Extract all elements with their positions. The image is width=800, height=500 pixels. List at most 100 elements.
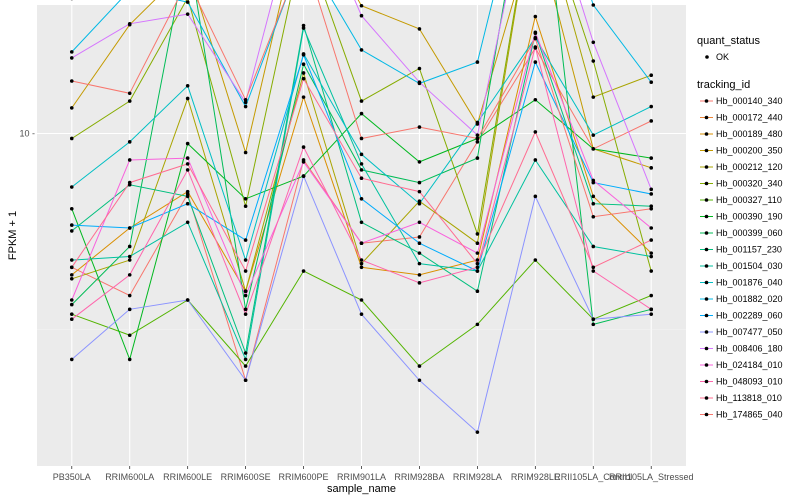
data-point-hb-000189-480: [417, 273, 422, 277]
data-point-hb-174865-040: [243, 97, 248, 102]
grid: [37, 5, 686, 466]
data-point-hb-001876-040: [69, 185, 74, 189]
data-point-hb-024184-010: [591, 178, 596, 183]
data-point-hb-000390-190: [359, 111, 364, 116]
data-point-hb-000327-110: [649, 293, 654, 298]
data-point-hb-000320-340: [417, 66, 422, 71]
data-point-hb-001882-020: [243, 104, 248, 109]
legend-point-hb-113818-010: [704, 396, 709, 400]
data-point-hb-000212-120: [649, 73, 654, 78]
x-axis: PB350LA RRIM600LA RRIM600LE RRIM600SE RRIM60…: [53, 466, 694, 482]
data-point-hb-174865-040: [649, 206, 654, 211]
data-point-hb-001876-040: [127, 140, 132, 144]
data-point-hb-000390-190: [185, 141, 190, 146]
data-point-hb-007477-050: [127, 307, 132, 312]
data-point-hb-001157-230: [649, 204, 654, 209]
data-point-hb-000320-340: [69, 136, 74, 141]
data-point-hb-048093-010: [69, 317, 74, 321]
data-point-hb-001504-030: [591, 244, 596, 249]
data-point-hb-048093-010: [533, 45, 538, 49]
legend-point-hb-001876-040: [704, 280, 709, 285]
data-point-hb-008406-180: [127, 22, 132, 26]
legend-point-hb-000320-340: [704, 181, 709, 186]
legend-label-hb-001882-020: Hb_001882_020: [716, 294, 783, 304]
data-point-hb-000320-340: [649, 269, 654, 273]
data-point-hb-113818-010: [301, 76, 306, 81]
data-point-hb-024184-010: [69, 298, 74, 302]
data-point-hb-000399-060: [359, 168, 364, 172]
data-point-hb-113818-010: [475, 261, 480, 266]
data-point-hb-000212-120: [475, 241, 480, 246]
legend-label-hb-000327-110: Hb_000327_110: [716, 195, 782, 205]
y-axis-title: FPKM + 1: [7, 211, 19, 260]
data-point-hb-001504-030: [185, 220, 190, 225]
data-point-hb-000327-110: [533, 258, 538, 262]
data-point-hb-001157-230: [243, 351, 248, 355]
data-point-hb-000189-480: [649, 251, 654, 255]
legend-label-hb-000399-060: Hb_000399_060: [716, 228, 783, 238]
legend-label-hb-174865-040: Hb_174865_040: [716, 410, 783, 420]
data-point-hb-000320-340: [475, 232, 480, 236]
data-point-hb-001876-040: [417, 201, 422, 206]
legend-label-hb-002289-060: Hb_002289_060: [716, 311, 783, 321]
data-point-hb-113818-010: [591, 265, 596, 270]
legend-title-quant-status: quant_status: [697, 35, 760, 47]
data-point-hb-000212-120: [185, 96, 190, 101]
data-point-hb-000212-120: [417, 199, 422, 204]
x-tick-label: RRII105LA_Control: [554, 472, 632, 482]
data-point-hb-048093-010: [359, 258, 364, 262]
data-point-hb-001157-230: [591, 201, 596, 206]
legend-point-hb-001882-020: [704, 297, 709, 301]
data-point-hb-000189-480: [69, 273, 74, 277]
data-point-hb-113818-010: [127, 180, 132, 185]
data-point-hb-000390-190: [417, 160, 422, 164]
data-point-hb-000399-060: [417, 180, 422, 185]
data-point-hb-000140-340: [649, 119, 654, 123]
data-point-hb-174865-040: [127, 91, 132, 96]
legend-point-hb-008406-180: [704, 346, 709, 351]
legend-label-hb-001504-030: Hb_001504_030: [716, 261, 783, 271]
data-point-hb-007477-050: [591, 317, 596, 321]
data-point-hb-000212-120: [591, 95, 596, 99]
data-point-hb-008406-180: [359, 13, 364, 18]
data-point-hb-000390-190: [533, 97, 538, 102]
data-point-hb-000189-480: [591, 194, 596, 199]
data-point-hb-000399-060: [243, 307, 248, 312]
legend-point-hb-000212-120: [704, 165, 709, 169]
data-point-hb-008406-180: [649, 187, 654, 192]
legend-label-hb-008406-180: Hb_008406_180: [716, 344, 783, 354]
data-point-hb-024184-010: [301, 160, 306, 164]
data-point-hb-001882-020: [475, 60, 480, 64]
data-point-hb-000200-350: [243, 150, 248, 155]
data-point-hb-048093-010: [649, 307, 654, 312]
data-point-hb-001876-040: [243, 258, 248, 262]
legend-label-hb-000200-350: Hb_000200_350: [716, 146, 783, 156]
legend-point-hb-048093-010: [704, 379, 709, 384]
data-point-hb-000140-340: [475, 140, 480, 144]
legend-point-hb-007477-050: [704, 330, 709, 334]
data-point-hb-000212-120: [301, 71, 306, 75]
data-point-hb-174865-040: [69, 79, 74, 83]
legend-key-ok: [705, 55, 709, 59]
data-point-hb-007477-050: [417, 378, 422, 383]
data-point-hb-024184-010: [533, 30, 538, 35]
data-point-hb-000200-350: [69, 106, 74, 110]
data-point-hb-000327-110: [127, 333, 132, 338]
data-point-hb-007477-050: [243, 378, 248, 383]
data-point-hb-001504-030: [301, 26, 306, 30]
x-tick-label: RRIM600PE: [279, 472, 329, 482]
data-point-hb-113818-010: [533, 130, 538, 134]
legend-label-hb-000189-480: Hb_000189_480: [716, 129, 783, 139]
legend-point-hb-001504-030: [704, 264, 709, 268]
data-point-hb-024184-010: [475, 251, 480, 255]
x-tick-label: PB350LA: [53, 472, 91, 482]
x-tick-label: RRIM600SE: [221, 472, 271, 482]
data-point-hb-174865-040: [533, 36, 538, 41]
data-point-hb-000399-060: [591, 322, 596, 327]
x-tick-label: RRIM600LE: [163, 472, 212, 482]
data-point-hb-008406-180: [417, 80, 422, 84]
legend-label-hb-024184-010: Hb_024184_010: [716, 360, 783, 370]
legend-point-hb-000200-350: [704, 148, 709, 153]
data-point-hb-000320-340: [591, 59, 596, 63]
